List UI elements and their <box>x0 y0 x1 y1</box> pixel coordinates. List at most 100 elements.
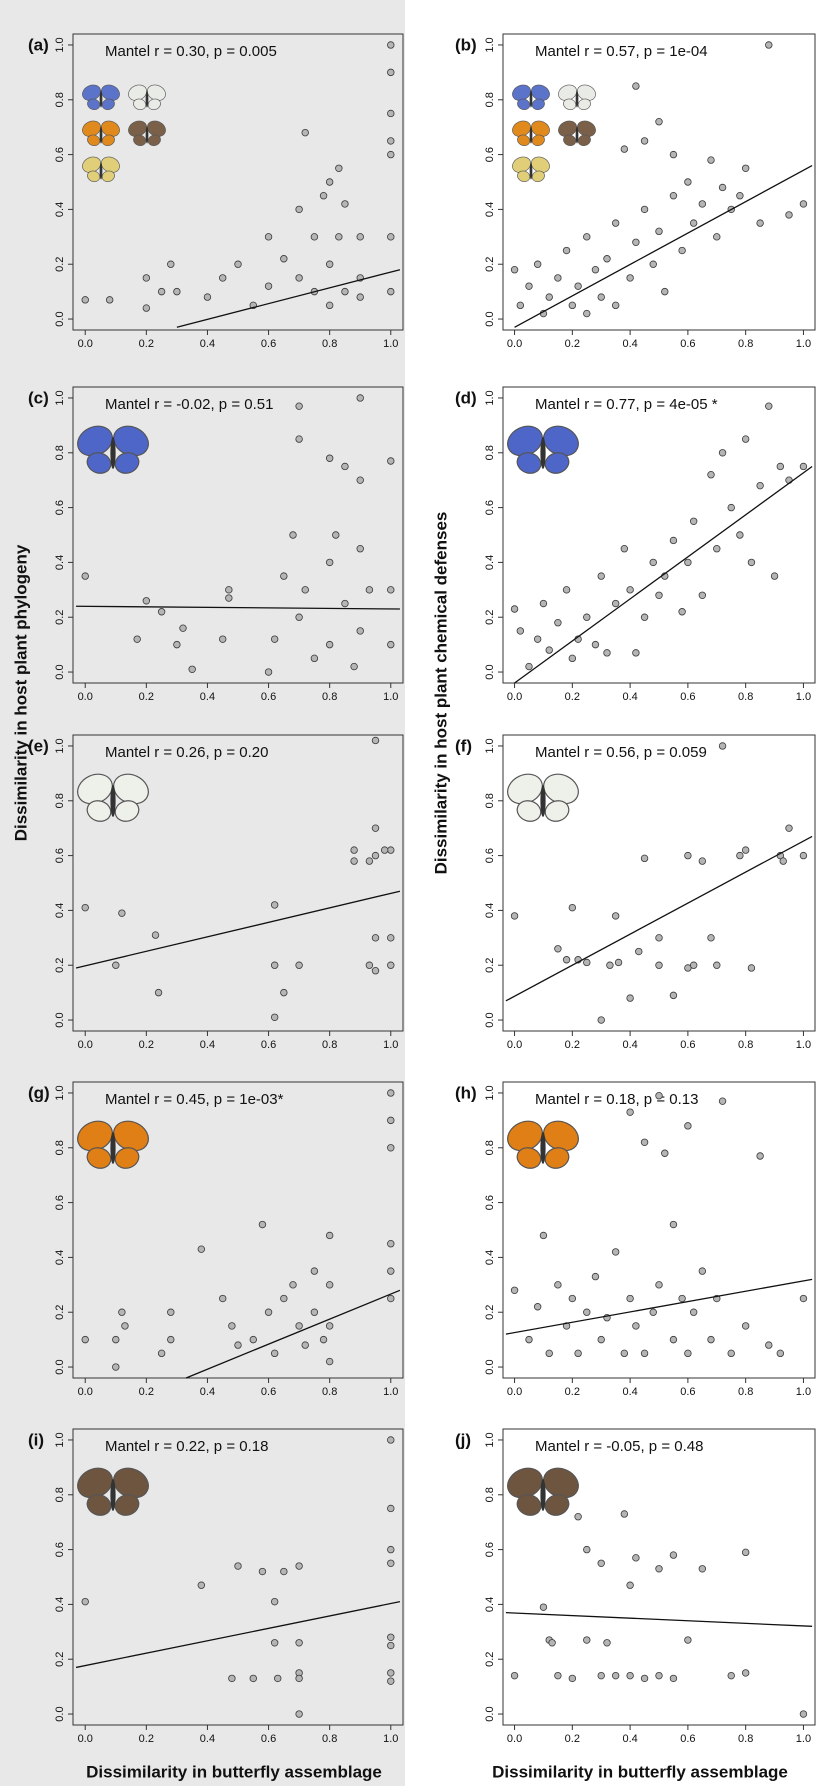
y-tick-label: 0.4 <box>484 202 496 217</box>
y-tick-label: 0.8 <box>484 92 496 107</box>
point <box>335 164 343 172</box>
y-tick-label: 0.4 <box>54 202 66 217</box>
point <box>539 1603 548 1611</box>
point <box>533 260 542 268</box>
annotation: Mantel r = -0.05, p = 0.48 <box>535 1438 703 1455</box>
point <box>669 1335 678 1344</box>
x-tick-label: 0.8 <box>322 691 337 703</box>
point <box>574 1513 582 1521</box>
point <box>718 742 727 750</box>
point <box>689 961 698 969</box>
x-tick-label: 0.0 <box>507 1733 522 1745</box>
body <box>110 1479 116 1511</box>
point <box>301 1341 309 1349</box>
wing <box>577 98 591 110</box>
wing <box>114 1494 140 1516</box>
y-tick-label: 0.0 <box>54 664 66 679</box>
wing <box>516 1494 542 1516</box>
body <box>540 1479 546 1511</box>
x-tick-label: 0.8 <box>738 1386 753 1398</box>
point <box>510 1286 519 1294</box>
point <box>669 150 678 159</box>
point <box>698 1565 707 1573</box>
y-tick-label: 1.0 <box>54 1432 66 1447</box>
point <box>387 1144 395 1152</box>
point <box>310 1308 319 1316</box>
point <box>289 1281 297 1289</box>
y-tick-label: 0.2 <box>54 958 66 973</box>
x-tick-label: 0.2 <box>565 1039 580 1051</box>
point <box>689 517 698 525</box>
point <box>387 1559 395 1567</box>
point <box>387 1267 395 1275</box>
point <box>707 934 715 942</box>
x-tick-label: 0.2 <box>139 1733 154 1745</box>
y-tick-label: 0.8 <box>54 92 66 107</box>
point <box>655 1092 663 1100</box>
point <box>741 435 750 443</box>
point <box>707 1335 715 1344</box>
point <box>295 1710 303 1718</box>
point <box>332 531 340 539</box>
y-tick-label: 0.8 <box>484 1140 496 1155</box>
point <box>350 857 358 865</box>
point <box>325 454 334 462</box>
x-tick-label: 1.0 <box>796 1386 811 1398</box>
point <box>118 909 126 917</box>
point <box>219 274 227 282</box>
wing <box>563 98 577 110</box>
point <box>387 961 395 969</box>
x-tick-label: 0.4 <box>200 1039 215 1051</box>
point <box>225 586 233 594</box>
butterfly-icon <box>507 773 579 822</box>
point <box>620 545 629 553</box>
point <box>325 640 334 649</box>
point <box>249 1674 257 1683</box>
y-tick-label: 0.6 <box>54 848 66 863</box>
point <box>713 545 721 553</box>
point <box>684 851 692 860</box>
point <box>620 1510 629 1518</box>
point <box>611 1248 620 1256</box>
point <box>655 227 663 236</box>
point <box>310 654 319 663</box>
x-tick-label: 1.0 <box>383 691 398 703</box>
body <box>110 785 116 817</box>
x-tick-label: 0.8 <box>738 691 753 703</box>
point <box>626 994 634 1002</box>
point <box>280 1567 288 1576</box>
point <box>525 662 533 671</box>
point <box>741 1669 750 1677</box>
annotation: Mantel r = 0.57, p = 1e-04 <box>535 43 708 60</box>
point <box>562 1322 571 1330</box>
point <box>539 599 548 608</box>
regression-line <box>76 605 400 610</box>
body <box>575 126 579 144</box>
y-tick-label: 0.4 <box>54 903 66 918</box>
annotation: Mantel r = 0.77, p = 4e-05 * <box>535 396 718 413</box>
point <box>371 736 380 745</box>
y-tick-label: 0.0 <box>484 664 496 679</box>
point <box>157 287 166 296</box>
point <box>295 402 303 410</box>
point <box>295 205 303 214</box>
point <box>270 635 279 643</box>
x-tick-label: 0.4 <box>200 1733 215 1745</box>
point <box>112 1363 120 1371</box>
butterfly-icon <box>558 84 596 110</box>
point <box>371 934 380 942</box>
wing <box>517 134 531 146</box>
point <box>157 1349 166 1358</box>
y-tick-label: 0.6 <box>484 848 496 863</box>
point <box>228 1322 236 1330</box>
x-tick-label: 0.2 <box>565 1386 580 1398</box>
body <box>110 1132 116 1164</box>
y-tick-label: 0.4 <box>484 1597 496 1612</box>
y-tick-label: 0.4 <box>54 1250 66 1265</box>
point <box>371 967 380 975</box>
point <box>736 851 744 860</box>
annotation: Mantel r = -0.02, p = 0.51 <box>105 396 273 413</box>
point <box>799 1710 808 1718</box>
plot-area <box>502 734 816 1032</box>
point <box>583 309 591 318</box>
